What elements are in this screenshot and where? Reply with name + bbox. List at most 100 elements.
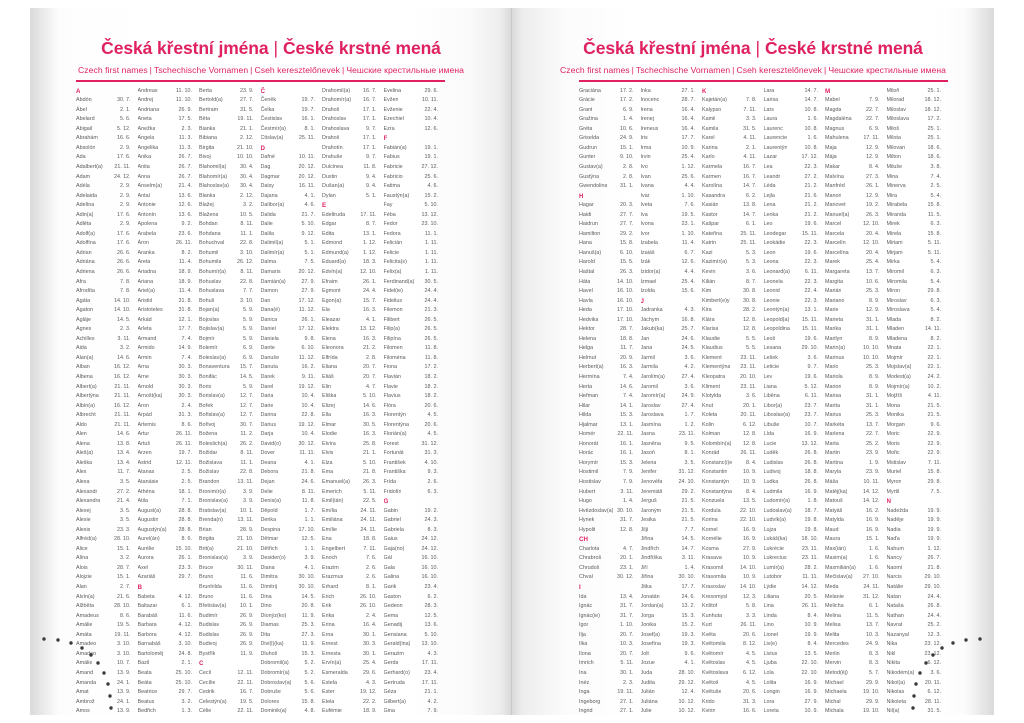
name-label: Miroslav (886, 297, 907, 304)
name-day-date: 12. 3. (743, 593, 757, 600)
name-day-date: 30. 1. (363, 650, 377, 657)
name-label: Miranda (886, 211, 906, 218)
name-entry: Angela 11. 3. (138, 134, 200, 144)
subtitle-separator-3: | (342, 65, 345, 75)
name-label: Gabin (383, 507, 398, 514)
name-label: Markéta (825, 421, 845, 428)
name-entry: Judita 29. 12. (641, 679, 703, 689)
name-entry: Marinus 10. 10. (825, 354, 887, 364)
name-label: Cedrik (199, 689, 215, 696)
name-entry: Jasmína 1. 2. (641, 421, 703, 431)
name-label: Amat (76, 689, 89, 696)
name-label: Absolón (76, 144, 96, 151)
name-label: Flavie (383, 383, 398, 390)
name-label: Danuta (260, 364, 278, 371)
name-day-date: 26. 1. (866, 183, 880, 190)
name-day-date: 20. 1. (743, 402, 757, 409)
name-entry: Mario 25. 3. (825, 363, 887, 373)
letter-heading: K (702, 87, 764, 97)
name-entry: Nikodém(a) 3. 6. (887, 669, 949, 679)
name-entry: Homér 22. 11. (579, 430, 641, 440)
name-day-date: 2. 4. (181, 402, 193, 409)
name-label: Lukrecius (763, 555, 787, 562)
name-day-date: 1. 6. (869, 555, 880, 562)
name-label: Matylda (825, 517, 844, 524)
name-day-date: 17. 5. (178, 116, 193, 123)
name-day-date: 3. 10. (240, 249, 254, 256)
name-entry: Inéz 2. 3. (579, 679, 641, 689)
name-entry: Lara 14. 7. (764, 87, 826, 97)
name-entry: Klaudius 5. 5. (702, 344, 764, 354)
name-entry: Jiří 1. 4. (641, 564, 703, 574)
name-entry: Amáta 19. 11. (76, 631, 138, 641)
name-day-date: 23. 11. (801, 555, 818, 562)
name-entry: Naďa 19. 9. (887, 535, 949, 545)
name-entry: Alice 15. 1. (76, 545, 138, 555)
name-entry: Erika 2. 4. (322, 612, 384, 622)
name-entry: Lev 19. 6. (764, 373, 826, 383)
name-day-date: 14. 5. (240, 374, 254, 380)
name-entry: Ludislav 26. 8. (764, 459, 826, 469)
name-day-date: 30. 1. (363, 631, 377, 638)
name-day-date: 9. 10. (620, 154, 634, 161)
name-day-date: 26. 9. (240, 641, 254, 648)
name-day-date: 11. 11. (299, 450, 315, 457)
name-day-date: 24. 10. (678, 479, 696, 486)
name-day-date: 31. 7. (620, 603, 634, 610)
name-entry: Kilián 8. 7. (702, 278, 764, 288)
name-label: Azariáš (137, 574, 156, 581)
name-day-date: 14. 6. (363, 402, 377, 409)
name-label: Eleonora (322, 345, 344, 352)
name-label: Arnold (137, 383, 154, 390)
name-day-date: 16. 10. (617, 288, 634, 295)
name-label: Amadeo (76, 650, 97, 657)
name-label: Natan (886, 593, 901, 600)
name-label: Efraim (322, 278, 338, 285)
name-day-date: 5. 11. (927, 240, 941, 247)
name-label: Laurentýn (763, 144, 788, 151)
name-label: Hostislav (579, 479, 601, 486)
name-day-date: 31. 5. (240, 106, 254, 113)
name-entry: Ljuba 22. 10. (764, 659, 826, 669)
name-entry: Gedeon 28. 3. (384, 602, 446, 612)
name-label: Brit(a) (199, 545, 214, 552)
name-day-date: 26. 7. (178, 154, 193, 161)
name-day-date: 10. 9. (804, 622, 819, 629)
name-label: Marisa (825, 393, 842, 400)
name-entry: Bořek 12. 7. (199, 402, 261, 412)
name-day-date: 2. 3. (120, 326, 131, 333)
name-label: Dětřich (260, 545, 278, 552)
name-label: Horymír (579, 459, 599, 466)
name-day-date: 1. 3. (181, 708, 193, 715)
name-entry: Dejan 24. 6. (261, 478, 323, 488)
name-day-date: 21. 4. (117, 498, 131, 505)
name-day-date: 2. 9. (120, 183, 131, 190)
name-day-date: 31. 1. (866, 393, 880, 400)
name-label: Amadeo (76, 641, 97, 648)
name-entry: Marisa 31. 1. (825, 392, 887, 402)
letter-label: K (702, 87, 707, 95)
name-label: Hubert (579, 488, 596, 495)
name-label: Jerguš (640, 498, 657, 505)
name-label: Barbora (137, 631, 157, 638)
name-entry: Ernesta 30. 1. (322, 650, 384, 660)
name-entry: Natan 24. 4. (887, 593, 949, 603)
name-label: Aurel(án) (137, 536, 160, 543)
name-day-date: 15. 8. (927, 230, 942, 237)
name-entry: Michael 29. 9. (825, 679, 887, 689)
name-entry: Alexandr 27. 2. (76, 488, 138, 498)
name-label: Michal (825, 698, 841, 705)
name-label: Lino (763, 622, 774, 629)
name-entry: Konstanc(i)e 8. 4. (702, 459, 764, 469)
name-entry: Mlada 8. 2. (887, 316, 949, 326)
name-day-date: 6. 1. (746, 221, 757, 228)
name-label: Andrej (137, 97, 154, 104)
name-entry: Bohuslav 22. 8. (199, 278, 261, 288)
name-label: Flóra (383, 402, 396, 409)
name-entry: Fabius 19. 1. (384, 153, 446, 163)
name-label: Kunhuta (702, 612, 723, 619)
name-day-date: 22. 3. (804, 259, 819, 266)
name-entry: Lola 22. 10. (764, 669, 826, 679)
name-day-date: 7. 4. (623, 393, 634, 400)
name-entry: Nikoleta 28. 11. (887, 698, 949, 708)
